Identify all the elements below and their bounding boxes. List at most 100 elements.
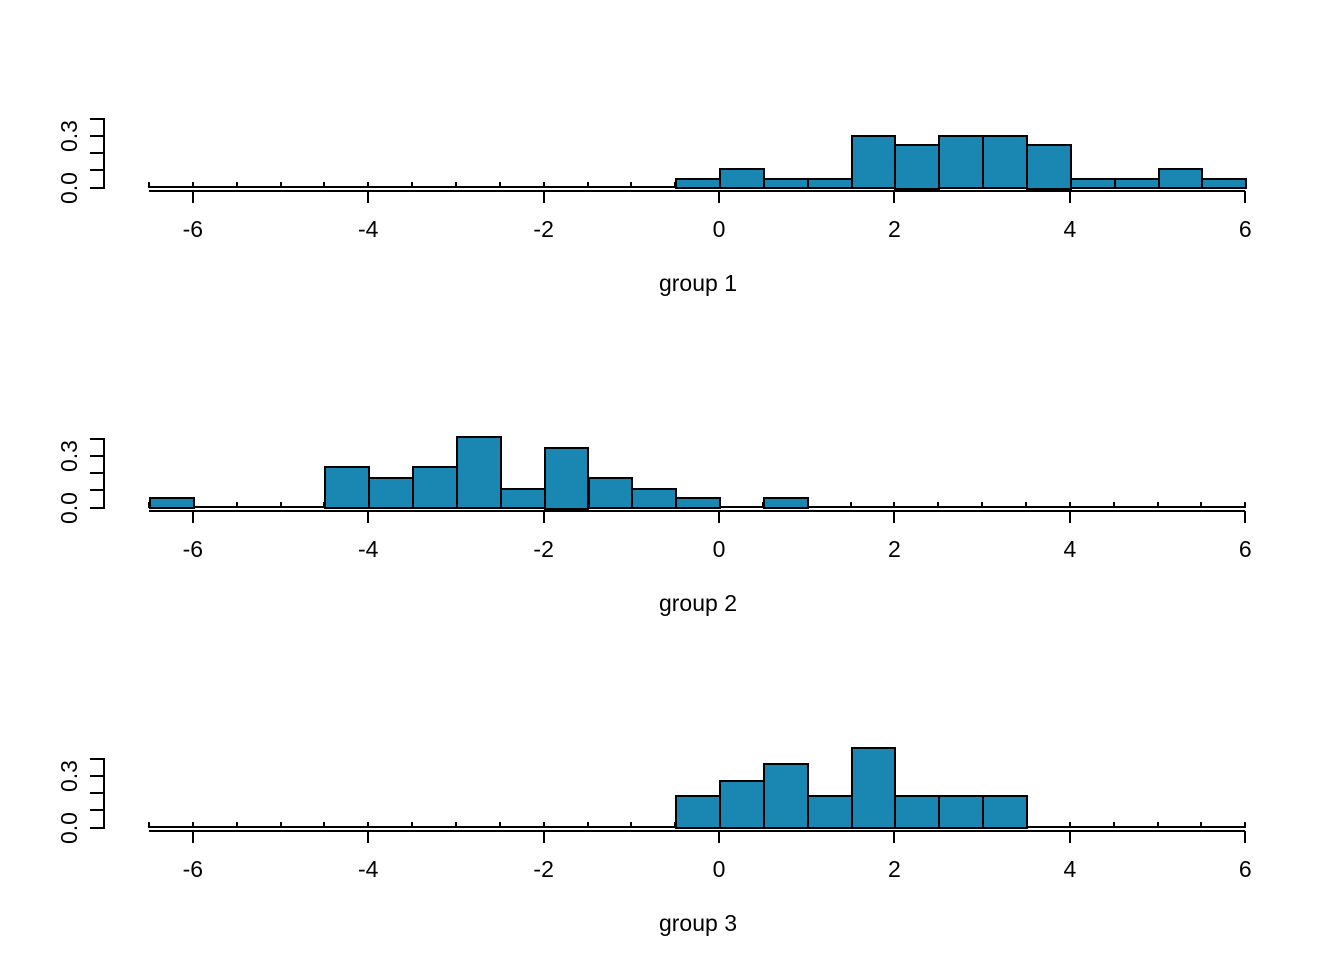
- x-axis-tick: [718, 831, 721, 843]
- y-axis-tick: [90, 454, 103, 457]
- histogram-bar: [894, 144, 941, 190]
- x-tick-label: 2: [888, 536, 901, 562]
- bin-edge-mark: [279, 822, 282, 828]
- histogram-bar: [543, 447, 590, 510]
- x-axis-tick: [367, 191, 370, 203]
- x-axis-tick: [542, 831, 545, 843]
- histogram-bar: [368, 476, 415, 510]
- histogram-panel-group-2: group 2 0.0 0.3 -6 -4 -2 0 2 4 6: [0, 320, 1344, 640]
- histogram-bar: [455, 435, 502, 510]
- x-axis-tick: [191, 831, 194, 843]
- histogram-bar: [850, 747, 897, 830]
- histogram-bar: [324, 466, 371, 510]
- histogram-bar: [675, 795, 722, 830]
- x-tick-label: 0: [712, 216, 726, 242]
- bin-edge-mark: [1112, 502, 1115, 508]
- x-tick-label: -2: [533, 856, 554, 882]
- bin-edge-mark: [542, 182, 545, 188]
- x-tick-label: -4: [358, 216, 379, 242]
- bin-edge-mark: [1200, 822, 1203, 828]
- x-axis-tick: [718, 511, 721, 523]
- x-tick-label: -6: [182, 536, 204, 562]
- histogram-bar: [806, 795, 853, 830]
- x-axis-tick: [191, 191, 194, 203]
- histogram-panel-group-1: group 1 0.0 0.3 -6 -4 -2 0 2 4 6: [0, 0, 1344, 320]
- histogram-bar: [938, 795, 985, 830]
- bin-edge-mark: [367, 822, 370, 828]
- histogram-bar: [1069, 178, 1116, 190]
- bin-edge-mark: [1068, 502, 1071, 508]
- x-tick-label: -4: [358, 856, 379, 882]
- bin-edge-mark: [586, 182, 589, 188]
- y-axis-tick: [90, 437, 103, 440]
- y-tick-label: 0.3: [56, 119, 82, 152]
- x-axis-title: group 2: [658, 590, 737, 616]
- x-axis-tick: [1244, 511, 1247, 523]
- y-axis-tick: [90, 826, 103, 829]
- x-axis-tick: [1244, 831, 1247, 843]
- bin-edge-mark: [1244, 502, 1247, 508]
- bin-edge-mark: [454, 182, 457, 188]
- y-axis-tick: [90, 152, 103, 154]
- x-tick-label: 0: [712, 856, 726, 882]
- y-tick-label: 0.3: [56, 439, 82, 472]
- x-axis-tick: [1068, 191, 1071, 203]
- bin-edge-mark: [1200, 502, 1203, 508]
- bin-edge-mark: [279, 182, 282, 188]
- y-axis-tick: [90, 489, 103, 492]
- histogram-bar: [762, 763, 809, 830]
- histogram-bar: [587, 476, 634, 510]
- x-axis-tick: [1068, 831, 1071, 843]
- histogram-bar: [982, 795, 1028, 830]
- bin-edge-mark: [893, 502, 896, 508]
- x-tick-label: 6: [1238, 536, 1252, 562]
- y-axis-tick: [90, 506, 103, 509]
- x-axis-tick: [367, 511, 370, 523]
- y-axis-line: [103, 437, 105, 509]
- bin-edge-mark: [235, 502, 238, 508]
- x-tick-label: 6: [1238, 856, 1252, 882]
- histogram-bar: [806, 178, 853, 190]
- x-tick-label: -2: [533, 536, 554, 562]
- x-axis-line: [149, 509, 1246, 512]
- bin-edge-mark: [411, 822, 414, 828]
- histogram-bar: [762, 497, 809, 510]
- x-tick-label: -6: [182, 216, 204, 242]
- x-axis-line: [149, 189, 1246, 192]
- histogram-bar: [1026, 144, 1072, 190]
- x-tick-label: 2: [888, 216, 901, 242]
- y-axis-line: [103, 757, 105, 829]
- histogram-bar: [1113, 178, 1160, 190]
- x-axis-tick: [1244, 191, 1247, 203]
- x-tick-label: -2: [533, 216, 554, 242]
- bin-edge-mark: [148, 822, 150, 828]
- bin-edge-mark: [630, 182, 633, 188]
- x-axis-title: group 3: [658, 910, 737, 936]
- y-axis-tick: [90, 472, 103, 474]
- histogram-bar: [762, 178, 809, 190]
- histogram-bar: [412, 466, 458, 510]
- x-axis-tick: [367, 831, 370, 843]
- bin-edge-mark: [279, 502, 282, 508]
- histogram-panel-group-3: group 3 0.0 0.3 -6 -4 -2 0 2 4 6: [0, 640, 1344, 960]
- x-tick-label: -4: [358, 536, 379, 562]
- histogram-bar: [982, 134, 1028, 190]
- y-axis-tick: [90, 169, 103, 172]
- bin-edge-mark: [367, 182, 370, 188]
- y-axis-tick: [90, 757, 103, 760]
- histogram-bar: [719, 167, 765, 190]
- bin-edge-mark: [586, 822, 589, 828]
- bin-edge-mark: [1156, 822, 1159, 828]
- bin-edge-mark: [191, 182, 194, 188]
- bin-edge-mark: [542, 822, 545, 828]
- y-axis-tick: [90, 774, 103, 777]
- x-tick-label: 4: [1063, 856, 1077, 882]
- x-tick-label: 0: [712, 536, 726, 562]
- histogram-bar: [850, 134, 897, 190]
- bin-edge-mark: [323, 822, 326, 828]
- histogram-bar: [149, 497, 195, 510]
- y-axis-tick: [90, 186, 103, 189]
- histogram-bar: [1157, 167, 1204, 190]
- y-axis-tick: [90, 134, 103, 137]
